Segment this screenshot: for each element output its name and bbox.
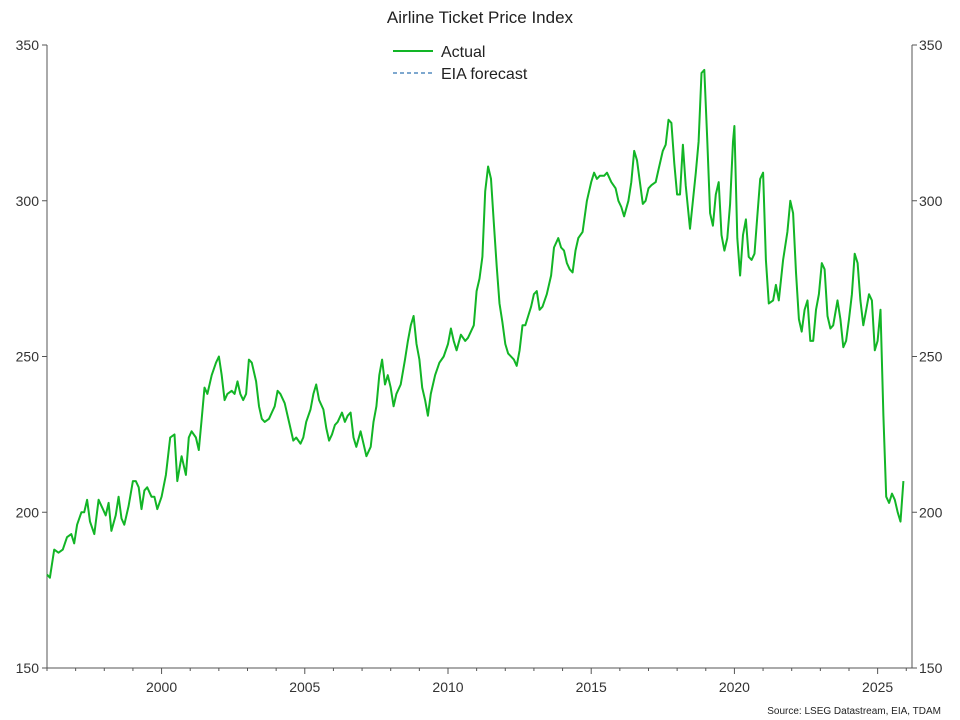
legend-label-eia-forecast: EIA forecast	[441, 66, 528, 83]
source-note: Source: LSEG Datastream, EIA, TDAM	[767, 706, 941, 717]
chart-axes: 150 150 200 200 250 250 300 300 350 350 2000 2005 20…	[16, 37, 943, 695]
y-tick-label-right: 250	[919, 349, 943, 365]
series-layer	[46, 68, 905, 579]
x-tick-label: 2015	[576, 679, 607, 695]
y-tick-label-left: 150	[16, 660, 40, 676]
chart-title: Airline Ticket Price Index	[387, 8, 574, 27]
x-tick-label: 2010	[432, 679, 463, 695]
y-tick-label-left: 250	[16, 349, 40, 365]
legend-label-actual: Actual	[441, 44, 485, 61]
y-tick-label-right: 200	[919, 504, 943, 520]
x-tick-label: 2000	[146, 679, 177, 695]
legend: Actual EIA forecast	[393, 44, 528, 83]
y-tick-label-right: 350	[919, 37, 943, 53]
x-tick-label: 2005	[289, 679, 320, 695]
series-line-actual	[46, 68, 905, 579]
x-tick-label: 2020	[719, 679, 750, 695]
y-tick-label-right: 150	[919, 660, 943, 676]
y-tick-label-left: 350	[16, 37, 40, 53]
y-tick-label-left: 200	[16, 504, 40, 520]
y-tick-label-right: 300	[919, 193, 943, 209]
x-tick-label: 2025	[862, 679, 893, 695]
y-tick-label-left: 300	[16, 193, 40, 209]
